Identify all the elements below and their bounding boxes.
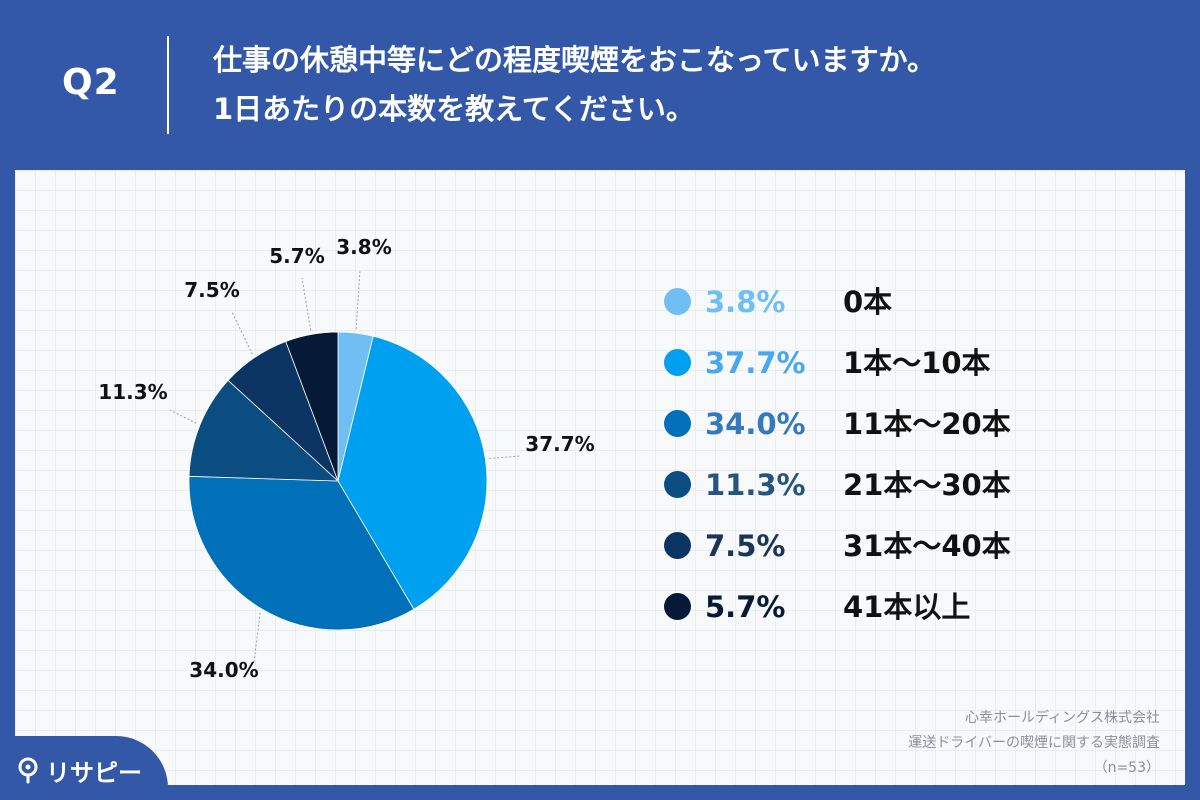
source-survey: 運送ドライバーの喫煙に関する実態調査 — [908, 735, 1160, 751]
leader-line — [169, 409, 197, 424]
header-divider — [167, 36, 169, 134]
pie-value-label: 7.5% — [184, 278, 239, 302]
leader-line — [301, 277, 312, 331]
legend-item: 7.5% 31本〜40本 — [663, 526, 1063, 566]
legend-percentage: 11.3% — [705, 468, 806, 502]
legend-percentage: 5.7% — [705, 590, 786, 624]
legend-category: 21本〜30本 — [843, 468, 1011, 502]
legend-swatch — [664, 593, 691, 620]
legend-category: 1本〜10本 — [843, 346, 991, 380]
legend-item: 5.7% 41本以上 — [663, 587, 1063, 627]
legend-swatch — [664, 349, 691, 376]
leader-line — [253, 612, 261, 663]
leader-line — [355, 269, 361, 330]
pie-value-label: 3.8% — [336, 235, 391, 259]
pie-value-label: 34.0% — [189, 658, 258, 682]
pie-value-label: 5.7% — [269, 244, 324, 268]
legend-category: 41本以上 — [843, 590, 971, 624]
leader-line — [489, 455, 521, 459]
legend-category: 0本 — [843, 285, 893, 319]
source-company: 心幸ホールディングス株式会社 — [964, 710, 1160, 726]
source-note: 心幸ホールディングス株式会社 運送ドライバーの喫煙に関する実態調査 （n=53） — [760, 706, 1160, 781]
pie-slice — [188, 475, 415, 631]
legend-swatch — [664, 532, 691, 559]
legend-percentage: 3.8% — [705, 285, 786, 319]
header: Q2 仕事の休憩中等にどの程度喫煙をおこなっていますか。 1日あたりの本数を教え… — [0, 0, 1200, 170]
pie-slice — [285, 331, 339, 482]
pie-value-label: 37.7% — [525, 432, 594, 456]
legend-percentage: 37.7% — [705, 346, 806, 380]
leader-line — [231, 311, 253, 355]
legend-item: 11.3% 21本〜30本 — [663, 465, 1063, 505]
legend-percentage: 34.0% — [705, 407, 806, 441]
pie-slice — [188, 379, 340, 482]
question-number: Q2 — [62, 62, 120, 103]
brand-logo: リサピー — [0, 736, 168, 800]
legend-item: 34.0% 11本〜20本 — [663, 404, 1063, 444]
question-line-2: 1日あたりの本数を教えてください。 — [213, 92, 695, 126]
pie-value-labels: 3.8% 37.7% 34.0% 11.3% 7.5% 5.7% — [98, 235, 594, 682]
legend-swatch — [664, 471, 691, 498]
legend-item: 37.7% 1本〜10本 — [663, 343, 1063, 383]
brand-name: リサピー — [46, 759, 142, 787]
pie-slices — [188, 331, 488, 631]
legend-category: 11本〜20本 — [843, 407, 1011, 441]
pie-slice — [337, 335, 488, 610]
pie-leader-lines — [169, 269, 521, 663]
source-sample-size: （n=53） — [1093, 760, 1160, 776]
pin-icon — [18, 757, 38, 784]
legend-swatch — [664, 288, 691, 315]
question-text: 仕事の休憩中等にどの程度喫煙をおこなっていますか。 1日あたりの本数を教えてくだ… — [213, 36, 1173, 134]
legend-swatch — [664, 410, 691, 437]
legend-item: 3.8% 0本 — [663, 282, 1063, 322]
legend-percentage: 7.5% — [705, 529, 786, 563]
legend-category: 31本〜40本 — [843, 529, 1011, 563]
question-line-1: 仕事の休憩中等にどの程度喫煙をおこなっていますか。 — [213, 43, 936, 77]
pie-value-label: 11.3% — [98, 380, 167, 404]
